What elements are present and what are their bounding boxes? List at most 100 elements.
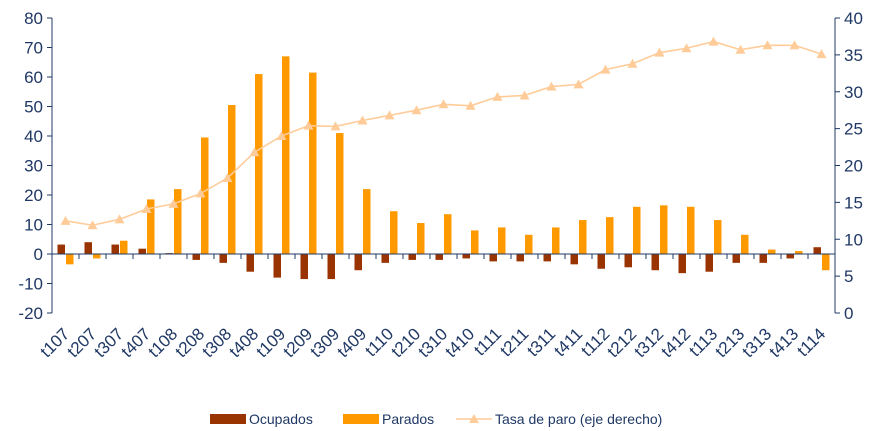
bar-parados-t412 xyxy=(687,206,695,254)
tasa-point-t112 xyxy=(600,64,611,74)
bar-ocupados-t209 xyxy=(300,254,308,280)
series-parados-bars xyxy=(66,56,830,271)
y2-tick-label: 5 xyxy=(844,267,853,286)
tasa-point-t408 xyxy=(249,147,260,157)
legend-label-ocupados: Ocupados xyxy=(249,411,313,427)
y2-tick-label: 40 xyxy=(844,9,863,28)
bar-ocupados-t407 xyxy=(138,248,146,254)
bar-ocupados-t313 xyxy=(759,254,767,263)
bar-ocupados-t409 xyxy=(354,254,362,271)
legend-swatch-ocupados xyxy=(210,414,246,424)
legend-label-parados: Parados xyxy=(382,411,434,427)
tasa-point-t111 xyxy=(492,91,503,101)
tasa-point-t213 xyxy=(735,44,746,54)
y2-tick-label: 20 xyxy=(844,157,863,176)
bar-ocupados-t211 xyxy=(516,254,524,262)
legend-swatch-parados xyxy=(343,414,379,424)
y2-tick-label: 0 xyxy=(844,304,853,323)
bar-ocupados-t213 xyxy=(732,254,740,263)
bar-parados-t207 xyxy=(93,254,101,259)
tasa-point-t210 xyxy=(411,105,422,115)
legend: Ocupados Parados Tasa de paro (eje derecho… xyxy=(210,411,662,427)
y-tick-label: 10 xyxy=(24,216,43,235)
tasa-point-t308 xyxy=(222,173,233,183)
bar-ocupados-t408 xyxy=(246,254,254,272)
bar-ocupados-t412 xyxy=(678,254,686,274)
legend-label-tasa: Tasa de paro (eje derecho) xyxy=(495,411,662,427)
bar-ocupados-t309 xyxy=(327,254,335,280)
bar-parados-t208 xyxy=(201,137,209,254)
tasa-point-t107 xyxy=(60,215,71,225)
tasa-point-t207 xyxy=(87,220,98,230)
bar-ocupados-t312 xyxy=(651,254,659,271)
bar-ocupados-t410 xyxy=(462,254,470,259)
bar-parados-t311 xyxy=(552,227,560,254)
tasa-point-t312 xyxy=(654,47,665,57)
bar-parados-t210 xyxy=(417,223,425,254)
tasa-point-t110 xyxy=(384,110,395,120)
bar-parados-t114 xyxy=(822,254,830,271)
bar-parados-t309 xyxy=(336,133,344,254)
bar-parados-t310 xyxy=(444,214,452,254)
tasa-point-t413 xyxy=(789,40,800,50)
bar-ocupados-t311 xyxy=(543,254,551,262)
y-tick-label: 20 xyxy=(24,186,43,205)
bar-ocupados-t212 xyxy=(624,254,632,268)
tasa-point-t109 xyxy=(276,131,287,140)
tasa-point-t208 xyxy=(195,188,206,198)
bar-ocupados-t207 xyxy=(84,242,92,254)
tasa-point-t409 xyxy=(357,115,368,125)
bar-parados-t408 xyxy=(255,74,263,254)
y-tick-label: 30 xyxy=(24,157,43,176)
bar-parados-t107 xyxy=(66,254,74,265)
bar-ocupados-t111 xyxy=(489,254,497,262)
tasa-point-t411 xyxy=(573,79,584,89)
tasa-point-t114 xyxy=(816,49,827,59)
bar-ocupados-t113 xyxy=(705,254,713,272)
bar-parados-t312 xyxy=(660,205,668,254)
y-axis-right-ticks: 0 5 10 15 20 25 30 35 40 xyxy=(835,9,863,323)
bar-parados-t307 xyxy=(120,240,128,254)
bar-parados-t108 xyxy=(174,189,182,254)
tasa-point-t211 xyxy=(519,90,530,100)
y2-tick-label: 10 xyxy=(844,230,863,249)
y2-tick-label: 30 xyxy=(844,83,863,102)
y-tick-label: 40 xyxy=(24,127,43,146)
bar-ocupados-t307 xyxy=(111,244,119,254)
y-tick-label: 70 xyxy=(24,39,43,58)
y-tick-label: 50 xyxy=(24,98,43,117)
bar-ocupados-t210 xyxy=(408,254,416,260)
bar-parados-t212 xyxy=(633,206,641,254)
tasa-point-t212 xyxy=(627,58,638,68)
tasa-point-t307 xyxy=(114,214,125,224)
bar-parados-t209 xyxy=(309,72,317,254)
series-ocupados-bars xyxy=(57,242,821,280)
tasa-point-t407 xyxy=(141,204,152,214)
bar-ocupados-t208 xyxy=(192,254,200,260)
axes xyxy=(51,18,836,313)
bar-parados-t411 xyxy=(579,220,587,254)
tasa-point-t310 xyxy=(438,99,449,109)
bar-parados-t213 xyxy=(741,234,749,254)
series-tasa-line xyxy=(60,36,827,230)
legend-swatch-tasa-marker xyxy=(469,414,479,423)
tasa-point-t311 xyxy=(546,81,557,91)
bar-ocupados-t308 xyxy=(219,254,227,263)
bar-parados-t409 xyxy=(363,189,371,254)
bar-ocupados-t114 xyxy=(813,247,821,254)
y2-tick-label: 25 xyxy=(844,120,863,139)
bar-ocupados-t310 xyxy=(435,254,443,260)
y-tick-label: 0 xyxy=(34,245,43,264)
x-tick-label: t114 xyxy=(793,324,829,360)
bar-parados-t211 xyxy=(525,234,533,254)
y-tick-label: 60 xyxy=(24,68,43,87)
tasa-point-t209 xyxy=(303,120,314,130)
y-axis-left-ticks: -20 -10 0 10 20 30 40 50 60 70 80 xyxy=(18,9,52,323)
bar-ocupados-t413 xyxy=(786,254,794,259)
tasa-point-t313 xyxy=(762,40,773,50)
bar-parados-t109 xyxy=(282,56,290,254)
bar-parados-t308 xyxy=(228,105,236,255)
y2-tick-label: 15 xyxy=(844,193,863,212)
bar-ocupados-t110 xyxy=(381,254,389,263)
